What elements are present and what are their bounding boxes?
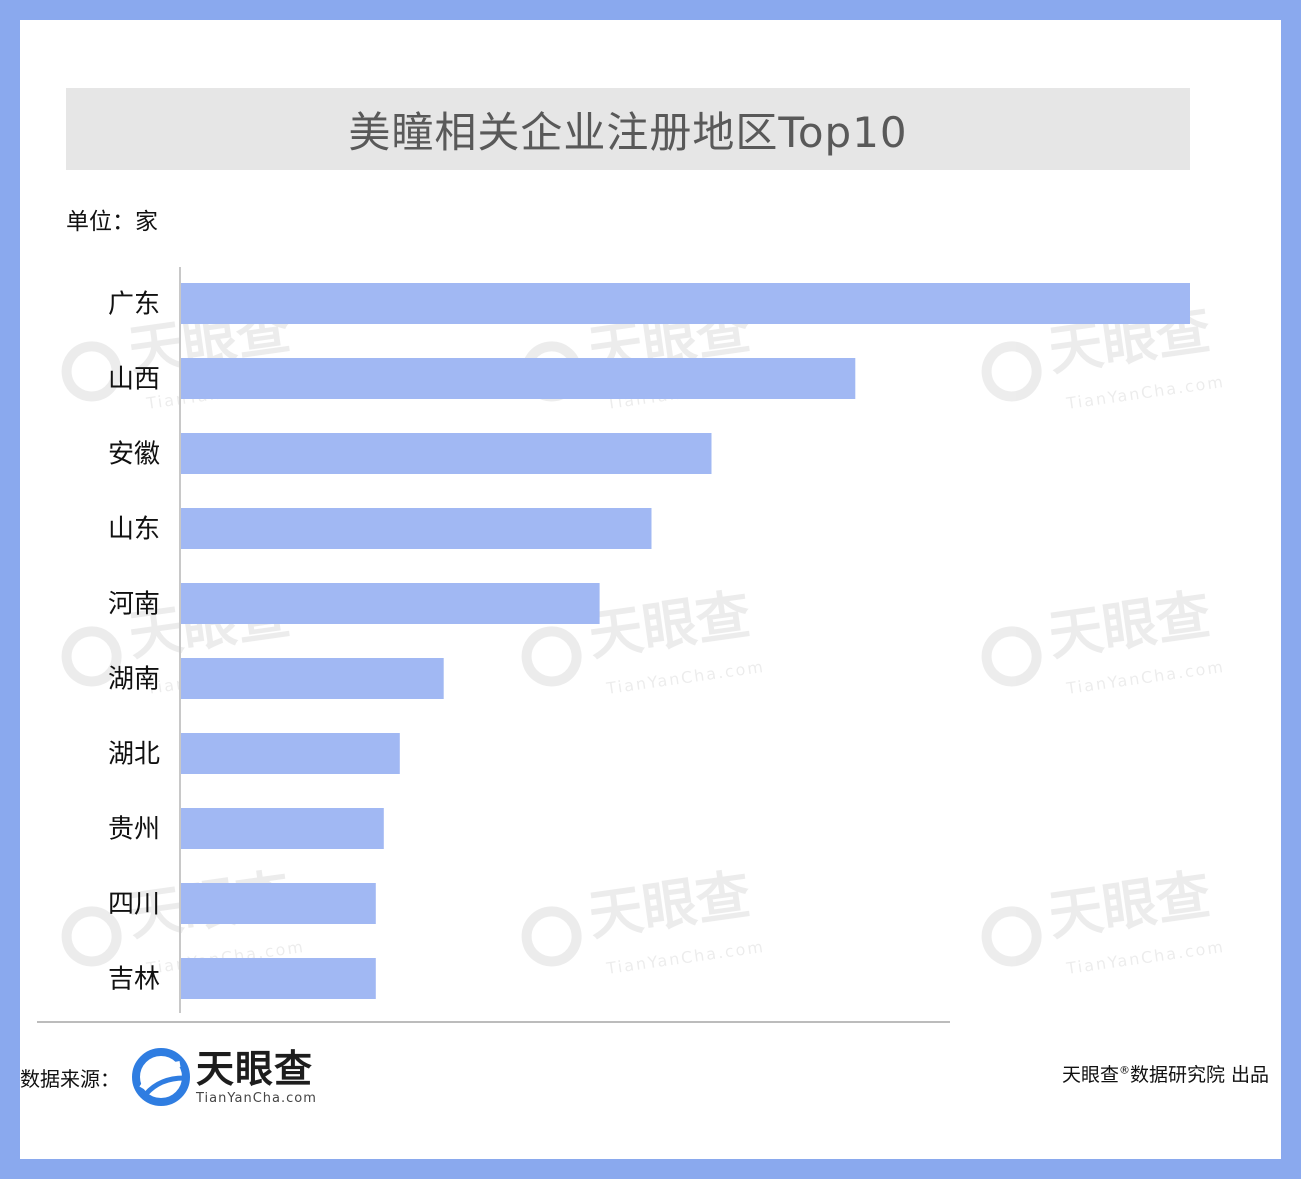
logo-name: 天眼查 <box>196 1046 314 1091</box>
bar-4 <box>181 583 600 624</box>
category-label: 贵州 <box>108 815 160 845</box>
category-label: 吉林 <box>108 965 160 995</box>
tianyancha-logo-icon <box>132 1048 190 1106</box>
category-label: 湖南 <box>108 665 160 695</box>
bar-5 <box>181 658 444 699</box>
source-label: 数据来源： <box>20 1067 120 1091</box>
bar-0 <box>181 283 1190 324</box>
tianyancha-logo: 天眼查 TianYanCha.com <box>132 1048 317 1106</box>
credit-brand: 天眼查 <box>1061 1064 1119 1086</box>
title-bar: 美瞳相关企业注册地区Top10 <box>66 88 1190 170</box>
credit-text: 天眼查®数据研究院 出品 <box>1062 1060 1269 1087</box>
bar-7 <box>181 808 384 849</box>
bar-6 <box>181 733 400 774</box>
bar-3 <box>181 508 652 549</box>
category-label: 四川 <box>108 890 160 920</box>
category-label: 河南 <box>108 590 160 620</box>
bar-8 <box>181 883 376 924</box>
category-label: 安徽 <box>108 440 160 470</box>
category-label: 山东 <box>108 515 160 545</box>
unit-label: 单位：家 <box>66 209 158 235</box>
registered-mark: ® <box>1118 1063 1130 1077</box>
logo-url: TianYanCha.com <box>196 1090 317 1106</box>
category-label: 湖北 <box>108 740 160 770</box>
bar-9 <box>181 958 376 999</box>
chart-title: 美瞳相关企业注册地区Top10 <box>348 107 908 157</box>
credit-rest: 数据研究院 出品 <box>1129 1064 1269 1086</box>
category-label: 广东 <box>108 290 160 320</box>
bar-1 <box>181 358 856 399</box>
category-label: 山西 <box>108 365 160 395</box>
bars-group <box>181 283 1190 999</box>
bar-2 <box>181 433 712 474</box>
